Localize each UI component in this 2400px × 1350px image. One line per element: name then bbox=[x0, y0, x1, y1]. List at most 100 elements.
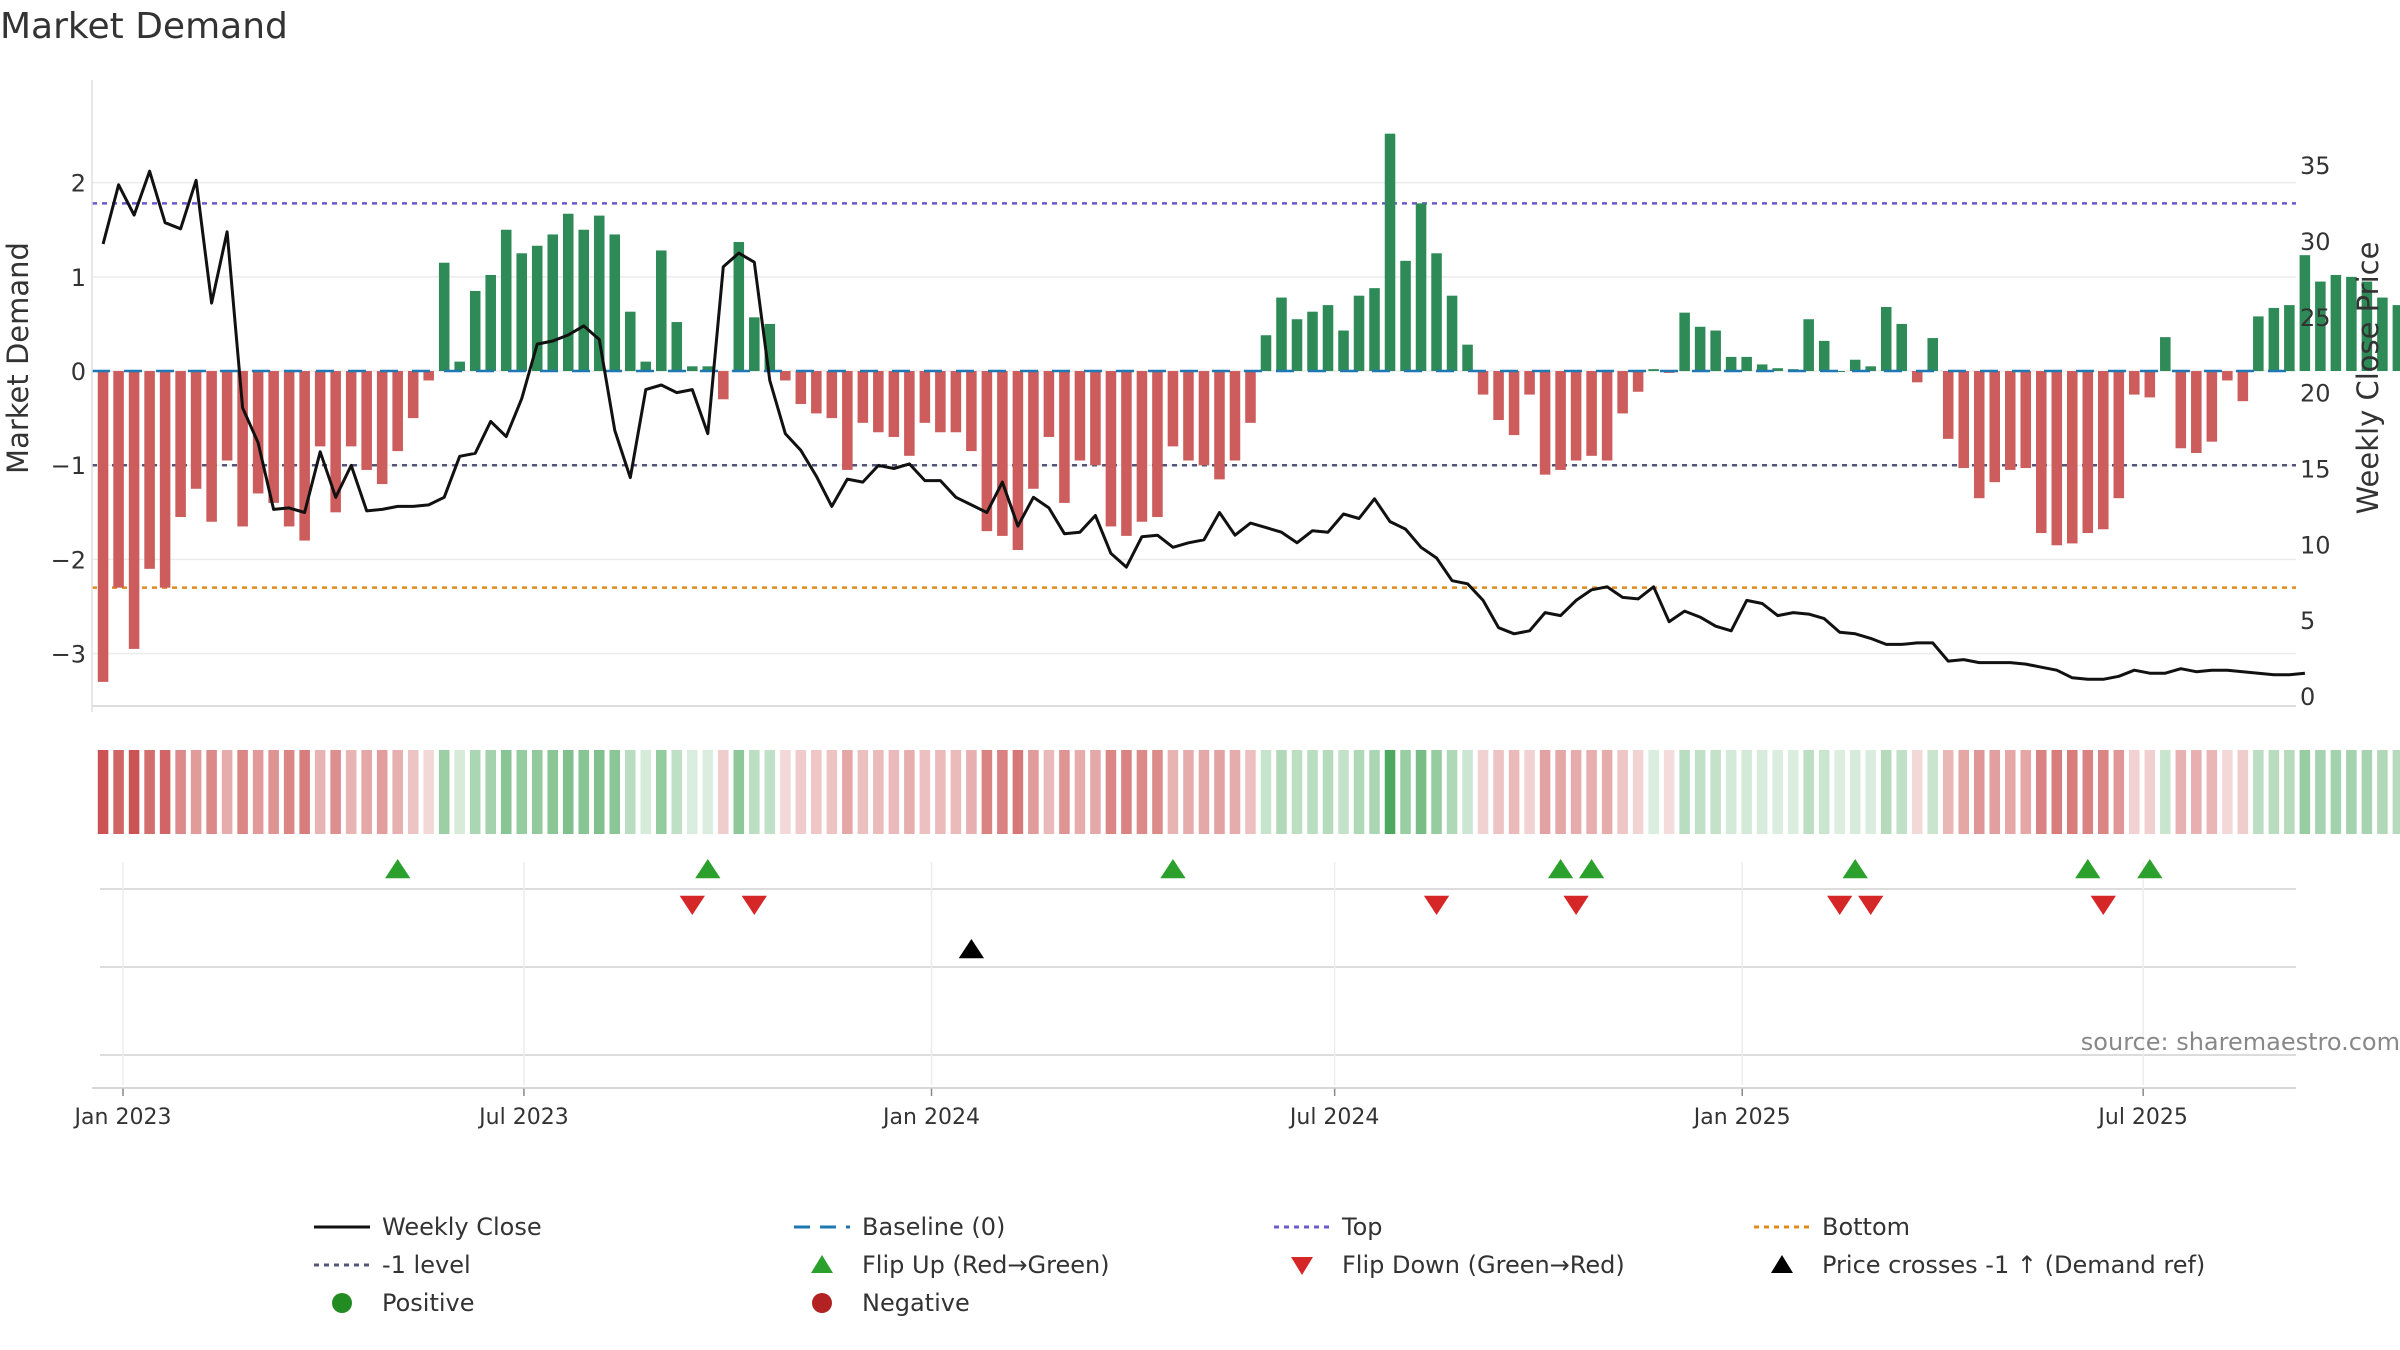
strip-cell bbox=[1617, 750, 1628, 834]
strip-cell bbox=[469, 750, 481, 834]
demand-bar bbox=[221, 371, 233, 461]
legend-item-flip-down: Flip Down (Green→Red) bbox=[1260, 1248, 1625, 1282]
demand-bar bbox=[438, 262, 450, 372]
demand-bar bbox=[2315, 281, 2326, 372]
demand-bar bbox=[283, 371, 295, 527]
strip-cell bbox=[780, 750, 791, 834]
demand-bar bbox=[299, 371, 310, 541]
strip-cell bbox=[376, 750, 388, 834]
strip-cell bbox=[935, 750, 946, 834]
strip-cell bbox=[997, 750, 1008, 834]
demand-bar bbox=[609, 234, 621, 372]
strip-cell bbox=[2253, 750, 2264, 834]
legend-label: Baseline (0) bbox=[862, 1213, 1006, 1241]
strip-cell bbox=[562, 750, 574, 834]
strip-cell bbox=[1632, 750, 1644, 834]
x-axis: Jan 2023 Jul 2023 Jan 2024 Jul 2024 Jan 2025… bbox=[73, 1087, 2296, 1130]
demand-bar bbox=[531, 245, 543, 372]
demand-bar bbox=[1942, 371, 1954, 439]
legend-item-baseline: Baseline (0) bbox=[780, 1210, 1005, 1244]
y2-tick-label: 5 bbox=[2300, 607, 2315, 635]
demand-bar bbox=[1090, 371, 1101, 466]
strip-cell bbox=[1043, 750, 1055, 834]
strip-cell bbox=[2098, 750, 2109, 834]
price-line bbox=[101, 169, 2306, 681]
legend-label: Negative bbox=[862, 1289, 970, 1317]
heat-strip bbox=[97, 750, 2400, 834]
demand-bar bbox=[997, 371, 1008, 536]
legend-label: Flip Up (Red→Green) bbox=[862, 1251, 1110, 1279]
demand-bar bbox=[144, 371, 155, 569]
demand-bar bbox=[175, 371, 186, 518]
strip-cell bbox=[2206, 750, 2218, 834]
strip-cell bbox=[2160, 750, 2171, 834]
y2-tick-label: 25 bbox=[2300, 304, 2331, 332]
strip-cell bbox=[749, 750, 760, 834]
demand-bar bbox=[1167, 371, 1179, 447]
strip-cell bbox=[2113, 750, 2125, 834]
strip-cell bbox=[1152, 750, 1163, 834]
strip-cell bbox=[159, 750, 171, 834]
demand-bar bbox=[640, 361, 652, 372]
strip-cell bbox=[2361, 750, 2373, 834]
demand-bar bbox=[454, 361, 465, 372]
flip-down-marker bbox=[1563, 895, 1589, 915]
legend-item-positive: Positive bbox=[300, 1286, 475, 1320]
demand-bar bbox=[1012, 371, 1024, 550]
strip-cell bbox=[314, 750, 326, 834]
demand-bar bbox=[578, 229, 590, 372]
strip-cell bbox=[1586, 750, 1597, 834]
strip-cell bbox=[2175, 750, 2187, 834]
strip-cell bbox=[1090, 750, 1101, 834]
strip-cell bbox=[1989, 750, 2001, 834]
strip-cell bbox=[1400, 750, 1411, 834]
legend-label: Price crosses -1 ↑ (Demand ref) bbox=[1822, 1251, 2206, 1279]
strip-cell bbox=[718, 750, 729, 834]
strip-cell bbox=[1508, 750, 1520, 834]
demand-bar bbox=[562, 213, 574, 372]
strip-cell bbox=[1958, 750, 1970, 834]
strip-cell bbox=[1942, 750, 1954, 834]
strip-cell bbox=[1555, 750, 1566, 834]
demand-bar bbox=[2206, 371, 2218, 442]
legend-symbol bbox=[314, 1225, 370, 1229]
legend-symbol bbox=[1274, 1225, 1330, 1229]
legend-label: Weekly Close bbox=[382, 1213, 542, 1241]
legend-label: Flip Down (Green→Red) bbox=[1342, 1251, 1625, 1279]
demand-bar bbox=[857, 371, 869, 423]
demand-bar bbox=[733, 241, 745, 372]
demand-bar bbox=[811, 371, 822, 414]
demand-bar bbox=[1074, 371, 1086, 461]
strip-cell bbox=[1679, 750, 1690, 834]
strip-cell bbox=[888, 750, 900, 834]
strip-cell bbox=[1384, 750, 1396, 834]
strip-cell bbox=[1198, 750, 1210, 834]
strip-cell bbox=[919, 750, 931, 834]
demand-bar bbox=[206, 371, 217, 522]
demand-bar bbox=[1632, 371, 1644, 392]
strip-cell bbox=[190, 750, 202, 834]
flip-up-marker bbox=[2137, 859, 2163, 879]
strip-cell bbox=[221, 750, 233, 834]
event-markers bbox=[100, 859, 2296, 1085]
demand-bar bbox=[1369, 288, 1380, 372]
demand-bar bbox=[1555, 371, 1566, 470]
y2-tick-label: 10 bbox=[2300, 531, 2331, 559]
demand-bar bbox=[1570, 371, 1582, 461]
demand-bar bbox=[1291, 319, 1303, 372]
demand-bar bbox=[1493, 371, 1504, 421]
strip-cell bbox=[1818, 750, 1830, 834]
demand-bar bbox=[702, 366, 714, 372]
strip-cell bbox=[2129, 750, 2140, 834]
x-tick-label: Jul 2024 bbox=[1288, 1105, 1380, 1130]
strip-cell bbox=[842, 750, 853, 834]
demand-bar bbox=[1415, 203, 1427, 372]
strip-cell bbox=[2330, 750, 2342, 834]
demand-bar bbox=[1214, 371, 1225, 480]
demand-bar bbox=[749, 317, 760, 372]
demand-bar bbox=[1958, 371, 1970, 469]
strip-cell bbox=[1756, 750, 1768, 834]
demand-bar bbox=[2191, 371, 2202, 453]
legend-item-close: Weekly Close bbox=[300, 1210, 542, 1244]
